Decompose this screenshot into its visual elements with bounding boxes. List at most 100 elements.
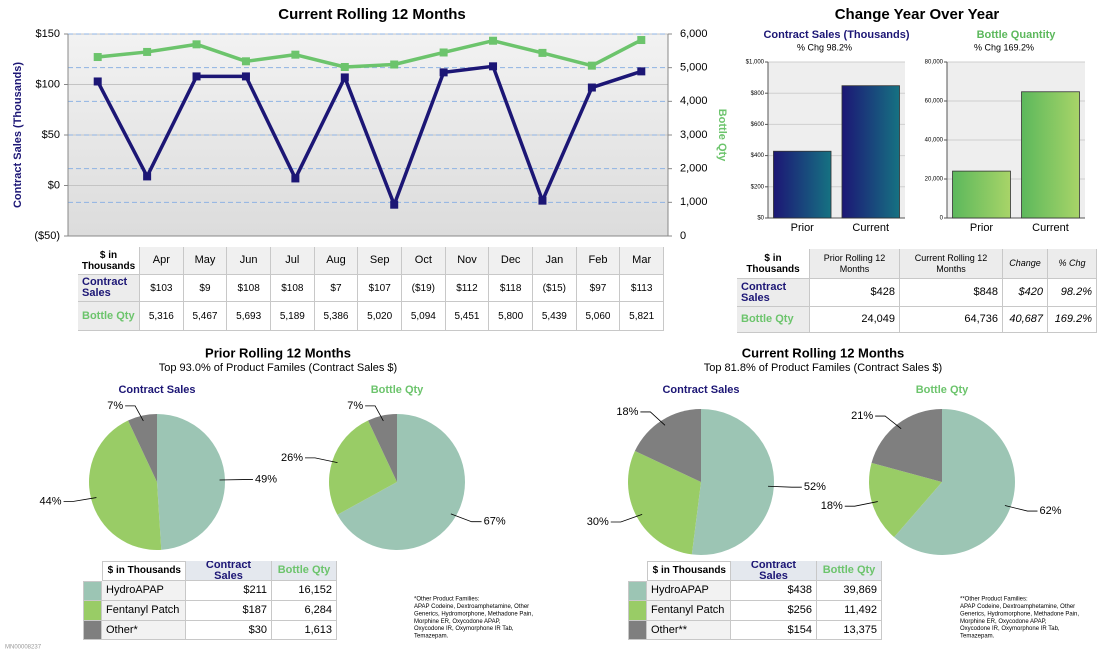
x-category-label: Jun: [227, 247, 271, 275]
x-category-label: May: [183, 247, 228, 275]
leader-line: [1004, 505, 1038, 512]
value-cell: 5,094: [402, 302, 446, 331]
point-marker: [93, 53, 102, 62]
leader-line: [365, 405, 384, 422]
y-axis-title: Contract Sales (Thousands): [12, 62, 24, 208]
value-cell: $428: [810, 279, 900, 307]
row-header: Contract Sales: [737, 279, 810, 307]
legend-swatch: [628, 621, 647, 640]
y-tick-label: 20,000: [925, 177, 944, 183]
value-cell: $9: [183, 275, 228, 302]
table-header: Bottle Qty: [817, 561, 882, 581]
x-category-label: Nov: [445, 247, 490, 275]
value-cell: $103: [140, 275, 184, 302]
bar: [773, 150, 832, 219]
row-header: Contract Sales: [78, 275, 140, 302]
x-category-label: Aug: [314, 247, 359, 275]
pie-slice: [329, 420, 397, 515]
value-cell: 5,821: [620, 302, 664, 331]
value-cell: 5,020: [358, 302, 402, 331]
point-marker: [489, 36, 498, 45]
leader-line: [125, 405, 144, 422]
table-header: $ in Thousands: [647, 561, 731, 581]
leader-line: [450, 513, 482, 523]
value-cell: $256: [731, 601, 817, 621]
value-cell: $107: [358, 275, 402, 302]
table-header: $ in Thousands: [78, 247, 140, 275]
point-marker: [439, 68, 448, 77]
point-marker: [538, 48, 547, 57]
pie-slice: [894, 409, 1015, 555]
point-marker: [143, 47, 152, 56]
pie-slice: [871, 409, 942, 482]
pie-slice: [869, 462, 942, 538]
y-tick-label: $0: [757, 216, 764, 222]
y-tick-label: $400: [751, 153, 765, 159]
value-cell: $154: [731, 621, 817, 640]
prior-subtitle: Top 93.0% of Product Familes (Contract S…: [159, 362, 397, 374]
table-header: Contract Sales: [731, 561, 817, 581]
pie-title: Contract Sales: [118, 384, 195, 396]
point-marker: [637, 67, 646, 76]
point-marker: [143, 172, 152, 181]
leader-line: [305, 457, 338, 464]
pie-slice: [628, 450, 701, 555]
y2-tick-label: 3,000: [680, 129, 708, 141]
series-line: [96, 64, 642, 207]
point-marker: [637, 36, 646, 45]
y-tick-label: $0: [48, 179, 60, 191]
point-marker: [390, 60, 399, 69]
footnote: Generics, Hydromorphone, Methadone Pain,: [960, 611, 1079, 617]
point-marker: [291, 50, 300, 59]
value-cell: 5,189: [271, 302, 315, 331]
x-category-label: Feb: [576, 247, 621, 275]
value-cell: 6,284: [272, 601, 337, 621]
prior-title: Prior Rolling 12 Months: [205, 345, 351, 360]
current-title: Current Rolling 12 Months: [742, 345, 905, 360]
x-tick-label: Prior: [791, 222, 815, 234]
table-header: Bottle Qty: [272, 561, 337, 581]
pie-slice: [337, 414, 465, 550]
point-marker: [241, 72, 250, 81]
value-cell: 5,439: [533, 302, 577, 331]
value-cell: $187: [186, 601, 272, 621]
table-header: % Chg: [1048, 249, 1097, 279]
pie-label: 18%: [821, 500, 843, 512]
table-header: Current Rolling 12 Months: [900, 249, 1003, 279]
leader-line: [63, 497, 97, 502]
x-category-label: Jul: [271, 247, 315, 275]
row-header: Bottle Qty: [78, 302, 140, 331]
value-cell: $438: [731, 581, 817, 601]
legend-swatch: [83, 621, 102, 640]
pie-slice: [157, 414, 226, 550]
value-cell: 5,800: [489, 302, 533, 331]
bar-chart-title: Contract Sales (Thousands): [763, 29, 909, 41]
pie-label: 18%: [616, 406, 638, 418]
value-cell: $108: [271, 275, 315, 302]
value-cell: 24,049: [810, 307, 900, 333]
x-category-label: Oct: [402, 247, 446, 275]
bar: [841, 85, 900, 219]
footnote: Temazepam.: [414, 634, 449, 640]
table-header: Contract Sales: [186, 561, 272, 581]
row-header: Other*: [102, 621, 186, 640]
leader-line: [844, 501, 878, 507]
point-marker: [489, 62, 498, 71]
y2-tick-label: 6,000: [680, 28, 708, 40]
point-marker: [93, 77, 102, 86]
table-header: Prior Rolling 12 Months: [810, 249, 900, 279]
legend-swatch: [628, 601, 647, 621]
pie-slice: [128, 414, 157, 482]
pie-slice: [88, 420, 162, 551]
table-header: $ in Thousands: [102, 561, 186, 581]
x-tick-label: Current: [1032, 222, 1069, 234]
y-tick-label: $150: [36, 28, 60, 40]
watermark: MN00008237: [5, 645, 42, 651]
value-cell: $108: [227, 275, 271, 302]
x-category-label: Dec: [489, 247, 533, 275]
bar: [1021, 91, 1080, 219]
value-cell: $7: [314, 275, 359, 302]
pie-label: 52%: [804, 481, 826, 493]
y-tick-label: ($50): [34, 230, 60, 242]
